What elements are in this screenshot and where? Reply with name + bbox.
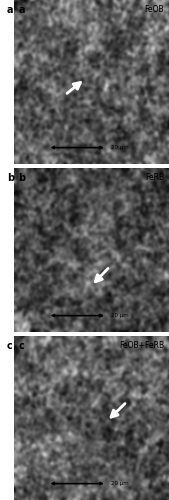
Text: b: b [7,173,14,183]
Text: b: b [18,173,25,183]
Text: 20 μm: 20 μm [112,313,129,318]
Text: FeRB: FeRB [145,173,164,182]
Text: a: a [18,5,25,15]
Text: c: c [18,341,24,351]
Text: 20 μm: 20 μm [112,481,129,486]
Text: FeOB+FeRB: FeOB+FeRB [119,341,164,350]
Text: a: a [7,5,13,15]
Text: 20 μm: 20 μm [112,145,129,150]
Text: FeOB: FeOB [145,5,164,14]
Text: c: c [7,341,13,351]
